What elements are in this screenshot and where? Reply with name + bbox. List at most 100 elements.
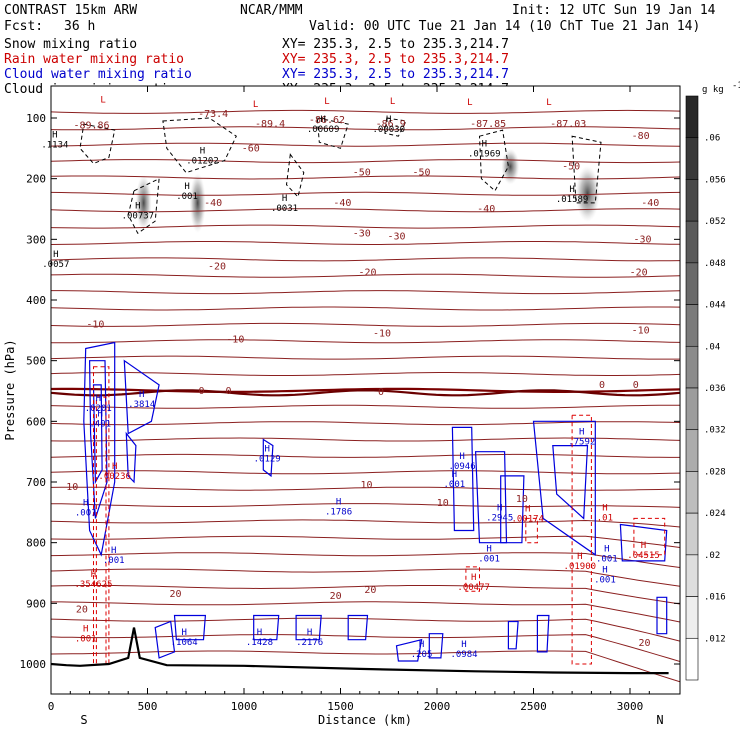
extremum-marker: H [135, 201, 140, 211]
plot-frame [50, 85, 681, 695]
extremum-value: .001 [75, 635, 97, 645]
extremum-marker: H [579, 428, 584, 438]
colorbar-tick-label: .024 [704, 509, 726, 519]
cloud-ice-shading [135, 174, 152, 231]
extremum-value: .00477 [457, 583, 490, 593]
colorbar-cell [685, 179, 699, 222]
colorbar-cell [685, 220, 699, 264]
colorbar-unit-exponent: -1 [732, 81, 740, 91]
extremum-value: .2176 [296, 638, 323, 648]
x-tick-label: 1000 [231, 700, 258, 713]
cloud-water-contour [552, 445, 589, 520]
extremum-value: .205 [411, 650, 433, 660]
isotherm-label: -10 [373, 328, 391, 339]
extremum-value: .0031 [271, 204, 298, 214]
extremum-marker: H [139, 390, 144, 400]
y-tick-label: 500 [26, 355, 46, 368]
isotherm-line [51, 568, 680, 587]
isotherm-line [51, 421, 680, 426]
extremum-value: .001 [478, 555, 500, 565]
y-tick-label: 900 [26, 597, 46, 610]
extremum-value: .001 [176, 192, 198, 202]
isotherm-line [51, 601, 680, 623]
x-tick-label: 2000 [424, 700, 451, 713]
isotherm-line [51, 404, 680, 409]
isotherm-label: -87.85 [470, 119, 506, 130]
colorbar-cell [685, 137, 699, 180]
extremum-value: .00737 [122, 211, 155, 221]
terrain-line [51, 627, 669, 675]
colorbar-tick-label: .06 [704, 134, 720, 144]
extremum-marker: H [602, 565, 607, 575]
colorbar-cell [685, 345, 699, 389]
extremum-marker: H [471, 573, 476, 583]
extremum-value: .001 [75, 509, 97, 519]
isotherm-line [51, 535, 680, 548]
cloud-water-contour [262, 438, 274, 478]
isotherm-label: -20 [358, 268, 376, 279]
y-tick-label: 600 [26, 415, 46, 428]
isotherm-label: -10 [226, 334, 244, 345]
x-tick-label: 1500 [327, 700, 354, 713]
extremum-value: .1428 [246, 638, 273, 648]
isotherm-label: -86.9 [376, 119, 406, 130]
extremum-value: .1134 [41, 140, 68, 150]
extremum-value: .0984 [450, 650, 477, 660]
isotherm-label: -89.4 [255, 119, 285, 130]
isotherm-line [51, 339, 680, 344]
extremum-marker: H [112, 462, 117, 472]
colorbar-tick-label: .028 [704, 467, 726, 477]
isotherm-label: -30 [387, 231, 405, 242]
extremum-marker: H [525, 505, 530, 515]
y-tick-label: 300 [26, 233, 46, 246]
isotherm-label: -30 [634, 234, 652, 245]
isotherm-label: 10 [66, 482, 78, 493]
colorbar-cell [685, 637, 699, 681]
extremum-marker: H [320, 115, 325, 125]
extremum-value: .401 [89, 419, 111, 429]
legend-xy-snow: XY= 235.3, 2.5 to 235.3,214.7 [282, 37, 509, 52]
extremum-marker: H [91, 570, 96, 580]
x-tick-label: 500 [138, 700, 158, 713]
cloud-water-contour [347, 614, 369, 641]
isotherm-label: 20 [76, 604, 88, 615]
extremum-marker: H [482, 139, 487, 149]
isotherm-label: -40 [641, 198, 659, 209]
rain-contour [525, 517, 538, 544]
extremum-marker: H [336, 497, 341, 507]
extremum-value: .00236 [98, 472, 131, 482]
cloud-water-contour [173, 614, 207, 641]
extremum-value: .01 [597, 513, 613, 523]
colorbar-tick-label: .04 [704, 342, 720, 352]
extremum-marker: H [497, 503, 502, 513]
cloud-water-contour [507, 620, 519, 650]
isotherm-label: -40 [333, 198, 351, 209]
isotherm-label: -40 [477, 204, 495, 215]
isotherm-label: -50 [562, 162, 580, 173]
extremum-marker: L [324, 97, 329, 107]
isotherm-label: -73.4 [198, 109, 228, 120]
valid-label: Valid: 00 UTC Tue 21 Jan 14 (10 ChT Tue … [309, 19, 700, 34]
isotherm-line [51, 241, 680, 245]
isotherm-line [51, 453, 680, 458]
isotherm-label: -50 [353, 168, 371, 179]
extremum-marker: H [577, 552, 582, 562]
extremum-marker: H [569, 185, 574, 195]
isotherm-label: 0 [378, 387, 384, 398]
colorbar-tick-label: .02 [704, 551, 720, 561]
cloud-water-contour [125, 431, 137, 484]
snow-contour [478, 129, 509, 192]
extremum-value: .3814 [128, 400, 155, 410]
extremum-value: .00174 [511, 515, 544, 525]
cloud-water-contour [532, 420, 596, 556]
fcst-label: Fcst: [4, 19, 43, 34]
cloud-water-contour [295, 614, 322, 641]
extremum-value: .00609 [307, 125, 340, 135]
extremum-marker: H [184, 182, 189, 192]
center-label: NCAR/MMM [240, 3, 303, 18]
isotherm-line [51, 109, 680, 114]
isotherm-line [51, 617, 680, 642]
y-tick-label: 200 [26, 173, 46, 186]
x-tick-label: 2500 [520, 700, 547, 713]
